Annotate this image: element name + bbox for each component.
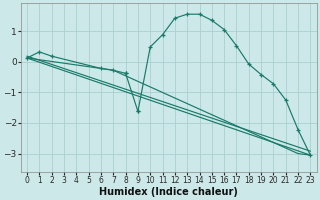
X-axis label: Humidex (Indice chaleur): Humidex (Indice chaleur) (99, 187, 238, 197)
